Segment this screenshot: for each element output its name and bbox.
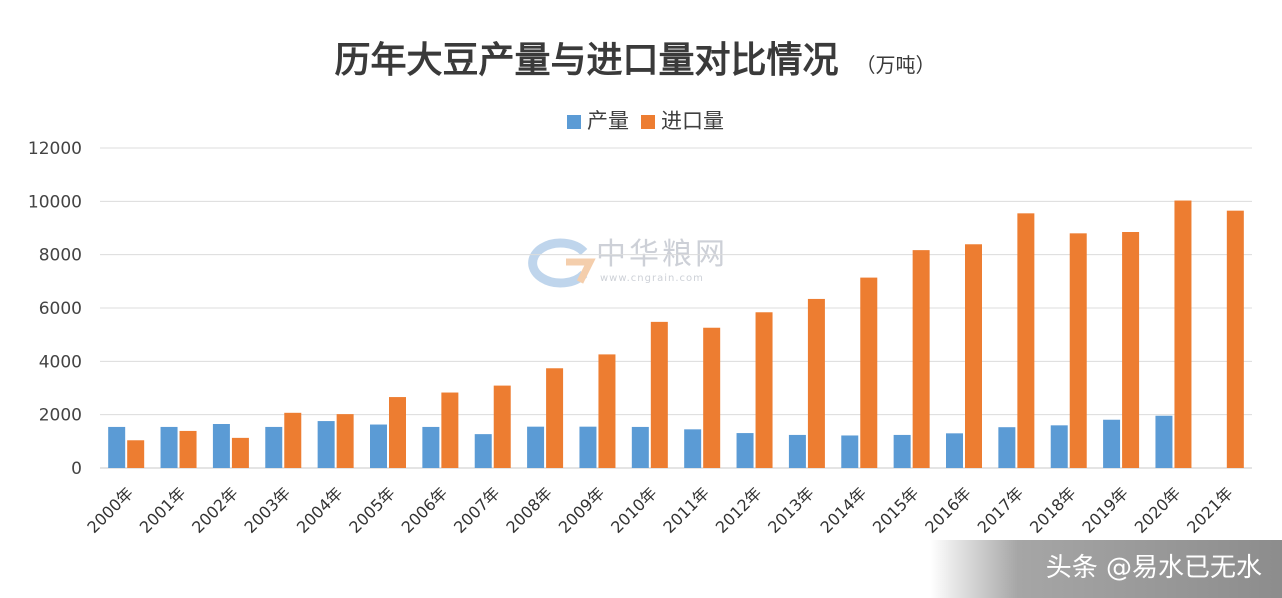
watermark-url: www.cngrain.com bbox=[600, 273, 704, 284]
x-tick-label: 2004年 bbox=[293, 483, 347, 537]
bar-production bbox=[1155, 415, 1173, 468]
legend-label-import: 进口量 bbox=[661, 109, 724, 133]
bar-production bbox=[579, 426, 597, 468]
bar-production bbox=[108, 426, 126, 468]
bar-production bbox=[998, 427, 1016, 468]
chart-unit: （万吨） bbox=[856, 53, 936, 77]
x-tick-label: 2019年 bbox=[1078, 483, 1132, 537]
y-tick-label: 6000 bbox=[39, 299, 82, 319]
x-tick-label: 2001年 bbox=[136, 483, 190, 537]
legend: 产量 进口量 bbox=[567, 109, 724, 133]
bar-import bbox=[1174, 200, 1192, 469]
bar-production bbox=[160, 426, 178, 468]
legend-swatch-import bbox=[641, 115, 655, 129]
x-tick-label: 2009年 bbox=[555, 483, 609, 537]
y-tick-label: 2000 bbox=[39, 406, 82, 426]
x-tick-label: 2018年 bbox=[1026, 483, 1080, 537]
legend-swatch-production bbox=[567, 115, 581, 129]
bar-production bbox=[265, 426, 283, 468]
y-axis-ticks: 0 2000 4000 6000 8000 10000 12000 bbox=[28, 139, 82, 479]
x-tick-label: 2011年 bbox=[659, 483, 713, 537]
x-tick-label: 2012年 bbox=[712, 483, 766, 537]
bar-import bbox=[703, 327, 721, 468]
y-tick-label: 12000 bbox=[28, 139, 82, 159]
bars bbox=[108, 200, 1244, 469]
x-tick-label: 2020年 bbox=[1131, 483, 1185, 537]
x-tick-label: 2003年 bbox=[241, 483, 295, 537]
bar-import bbox=[650, 321, 668, 468]
bar-production bbox=[893, 434, 911, 468]
x-axis-ticks: 2000年2001年2002年2003年2004年2005年2006年2007年… bbox=[83, 483, 1236, 537]
x-tick-label: 2006年 bbox=[398, 483, 452, 537]
bar-production bbox=[946, 433, 963, 468]
x-tick-label: 2021年 bbox=[1183, 483, 1237, 537]
bar-production bbox=[684, 429, 702, 468]
x-tick-label: 2014年 bbox=[817, 483, 871, 537]
bar-import bbox=[546, 368, 564, 468]
chart-title: 历年大豆产量与进口量对比情况 bbox=[334, 40, 838, 81]
x-tick-label: 2002年 bbox=[188, 483, 242, 537]
x-tick-label: 2000年 bbox=[83, 483, 137, 537]
y-tick-label: 4000 bbox=[39, 352, 82, 372]
bar-production bbox=[841, 435, 859, 468]
bar-import bbox=[860, 277, 878, 468]
watermark: 中华粮网 www.cngrain.com bbox=[528, 237, 725, 288]
bar-production bbox=[422, 426, 440, 468]
y-tick-label: 8000 bbox=[39, 246, 82, 266]
bar-production bbox=[212, 424, 230, 468]
bar-production bbox=[370, 424, 387, 468]
x-tick-label: 2015年 bbox=[869, 483, 923, 537]
bar-import bbox=[336, 414, 354, 468]
bar-import bbox=[965, 244, 982, 468]
bar-production bbox=[736, 433, 754, 468]
bar-import bbox=[231, 437, 249, 468]
credit-overlay: 头条 @易水已无水 bbox=[930, 540, 1282, 598]
bar-production bbox=[474, 434, 492, 468]
x-tick-label: 2007年 bbox=[450, 483, 504, 537]
y-tick-label: 10000 bbox=[28, 192, 82, 212]
bar-import bbox=[493, 385, 511, 468]
svg-text:历年大豆产量与进口量对比情况 （万吨）: 历年大豆产量与进口量对比情况 （万吨） bbox=[334, 40, 935, 81]
x-tick-label: 2010年 bbox=[607, 483, 661, 537]
watermark-logo-icon bbox=[528, 238, 596, 288]
bar-production bbox=[631, 426, 649, 468]
bar-import bbox=[1122, 232, 1140, 468]
bar-import bbox=[441, 392, 459, 468]
x-tick-label: 2008年 bbox=[502, 483, 556, 537]
bar-production bbox=[317, 421, 335, 468]
bar-production bbox=[1050, 425, 1068, 468]
x-tick-label: 2017年 bbox=[974, 483, 1028, 537]
bar-production bbox=[527, 426, 545, 468]
bar-import bbox=[807, 298, 825, 468]
bar-import bbox=[1069, 233, 1087, 468]
bar-import bbox=[598, 354, 616, 468]
legend-label-production: 产量 bbox=[587, 109, 629, 133]
bar-import bbox=[389, 397, 406, 468]
bar-production bbox=[788, 434, 806, 468]
bar-import bbox=[755, 312, 773, 468]
bar-import bbox=[127, 440, 145, 468]
x-tick-label: 2016年 bbox=[921, 483, 975, 537]
credit-text: 头条 @易水已无水 bbox=[1046, 553, 1262, 583]
x-tick-label: 2005年 bbox=[345, 483, 399, 537]
bar-import bbox=[1226, 210, 1244, 468]
bar-production bbox=[1103, 419, 1121, 468]
y-tick-label: 0 bbox=[71, 459, 82, 479]
bar-import bbox=[284, 412, 302, 468]
bar-import bbox=[1017, 213, 1035, 468]
x-tick-label: 2013年 bbox=[764, 483, 818, 537]
bar-import bbox=[912, 250, 930, 468]
bar-import bbox=[179, 430, 197, 468]
